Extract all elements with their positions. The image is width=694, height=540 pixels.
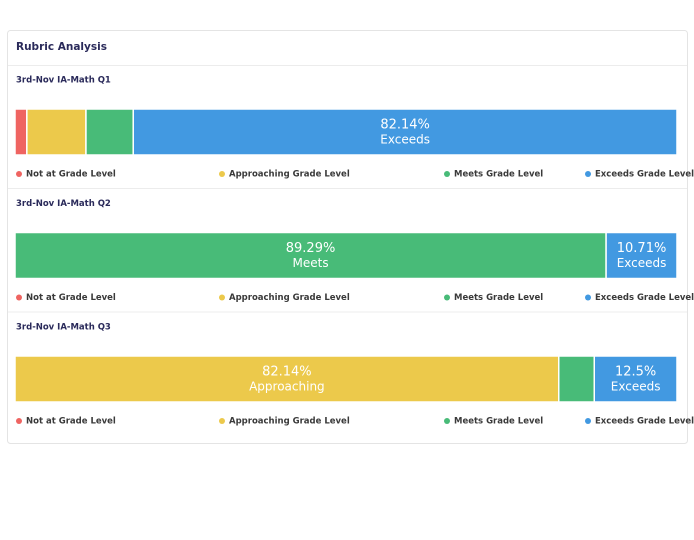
legend-label: Exceeds Grade Level bbox=[595, 417, 694, 427]
bar-segment bbox=[605, 231, 678, 280]
bar-segment bbox=[85, 108, 134, 156]
segment-label: Approaching bbox=[249, 380, 325, 394]
chart-title: 3rd-Nov IA-Math Q1 bbox=[16, 76, 111, 86]
value-label: 82.14% bbox=[380, 118, 430, 133]
legend-label: Exceeds Grade Level bbox=[595, 170, 694, 180]
legend-label: Exceeds Grade Level bbox=[595, 293, 694, 303]
legend-label: Not at Grade Level bbox=[26, 170, 116, 180]
legend-label: Not at Grade Level bbox=[26, 417, 116, 427]
legend-label: Approaching Grade Level bbox=[229, 170, 350, 180]
legend-marker bbox=[444, 418, 450, 424]
bar-segment bbox=[26, 108, 87, 156]
value-label: 82.14% bbox=[262, 365, 312, 380]
legend-label: Meets Grade Level bbox=[454, 417, 543, 427]
legend-label: Approaching Grade Level bbox=[229, 417, 350, 427]
legend-marker bbox=[16, 294, 22, 301]
legend-label: Meets Grade Level bbox=[454, 170, 543, 180]
bar-segment bbox=[558, 355, 595, 403]
legend-marker bbox=[16, 171, 22, 177]
value-label: 10.71% bbox=[617, 241, 667, 256]
legend-marker bbox=[585, 171, 591, 177]
segment-label: Exceeds bbox=[617, 256, 667, 270]
segment-label: Meets bbox=[293, 256, 329, 270]
bar-segment bbox=[132, 108, 678, 156]
legend-marker bbox=[16, 418, 22, 424]
legend-marker bbox=[219, 171, 225, 177]
chart-title: 3rd-Nov IA-Math Q2 bbox=[16, 199, 111, 209]
value-label: 12.5% bbox=[615, 365, 656, 380]
chart-title: 3rd-Nov IA-Math Q3 bbox=[16, 323, 111, 333]
legend-marker bbox=[444, 171, 450, 177]
legend-marker bbox=[219, 418, 225, 424]
legend-marker bbox=[219, 294, 225, 301]
legend-marker bbox=[585, 294, 591, 301]
bar-segment bbox=[14, 108, 28, 156]
bar-segment bbox=[593, 355, 678, 403]
legend-marker bbox=[444, 294, 450, 301]
segment-label: Exceeds bbox=[611, 380, 661, 394]
segment-label: Exceeds bbox=[380, 133, 430, 147]
legend-label: Approaching Grade Level bbox=[229, 293, 350, 303]
legend-label: Not at Grade Level bbox=[26, 293, 116, 303]
bar-segment bbox=[14, 231, 607, 280]
bar-segment bbox=[14, 355, 560, 403]
card-title: Rubric Analysis bbox=[16, 41, 107, 53]
legend-label: Meets Grade Level bbox=[454, 293, 543, 303]
value-label: 89.29% bbox=[286, 241, 336, 256]
legend-marker bbox=[585, 418, 591, 424]
